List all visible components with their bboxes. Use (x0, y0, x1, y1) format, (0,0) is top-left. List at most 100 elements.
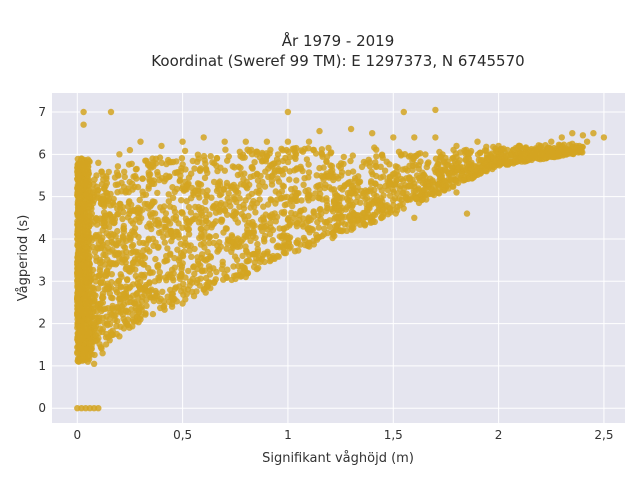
scatter-point (545, 145, 553, 152)
scatter-point (305, 145, 312, 152)
scatter-point (210, 178, 218, 186)
scatter-point (306, 192, 313, 199)
scatter-point (268, 177, 276, 185)
scatter-point (235, 189, 242, 196)
scatter-point (179, 300, 186, 307)
scatter-point (148, 180, 156, 187)
scatter-point (78, 206, 85, 213)
scatter-point (325, 144, 332, 152)
scatter-point (145, 264, 152, 272)
scatter-point (126, 324, 133, 331)
scatter-point (152, 255, 159, 263)
scatter-point (119, 215, 126, 223)
scatter-point (75, 267, 83, 274)
scatter-point (281, 233, 288, 240)
scatter-point (185, 174, 193, 181)
scatter-point (80, 121, 87, 128)
scatter-point (590, 130, 597, 137)
scatter-point (284, 108, 292, 116)
scatter-point (164, 245, 171, 252)
scatter-point (93, 183, 101, 190)
scatter-point (253, 188, 260, 195)
scatter-point (386, 161, 393, 168)
scatter-point (477, 156, 485, 164)
scatter-point (202, 257, 210, 264)
scatter-point (269, 237, 276, 244)
scatter-point (185, 203, 193, 211)
scatter-point (121, 244, 129, 251)
scatter-point (133, 165, 140, 173)
scatter-point (160, 302, 168, 310)
scatter-point (345, 169, 352, 176)
scatter-point (145, 185, 152, 192)
scatter-point (199, 219, 206, 227)
scatter-point (206, 234, 213, 241)
scatter-point (214, 248, 221, 255)
scatter-point (253, 265, 261, 273)
scatter-point (396, 195, 403, 202)
scatter-point (126, 146, 134, 154)
scatter-point (476, 164, 484, 171)
scatter-point (96, 267, 104, 274)
scatter-point (321, 225, 328, 232)
scatter-point (492, 157, 499, 164)
scatter-point (174, 246, 181, 253)
scatter-point (321, 219, 329, 226)
scatter-point (474, 138, 481, 145)
scatter-point (422, 151, 429, 158)
scatter-point (228, 232, 235, 239)
scatter-point (334, 205, 341, 212)
scatter-point (131, 298, 138, 306)
scatter-point (436, 148, 443, 156)
scatter-point (84, 172, 92, 179)
scatter-point (278, 243, 285, 250)
scatter-point (98, 168, 105, 175)
scatter-point (179, 224, 186, 231)
scatter-point (549, 152, 557, 160)
scatter-point (170, 158, 177, 166)
scatter-point (237, 164, 244, 172)
y-tick-label: 3 (38, 274, 46, 288)
scatter-point (286, 153, 293, 161)
scatter-point (154, 264, 162, 271)
scatter-point (390, 197, 397, 204)
scatter-point (297, 207, 304, 215)
scatter-point (136, 196, 143, 204)
scatter-point (103, 230, 110, 237)
scatter-point (487, 151, 494, 159)
scatter-point (79, 201, 87, 208)
scatter-point (214, 182, 222, 190)
scatter-point (82, 284, 90, 291)
scatter-point (164, 293, 171, 300)
scatter-point (169, 295, 177, 302)
scatter-point (240, 176, 247, 183)
scatter-point (510, 146, 517, 154)
scatter-point (119, 256, 126, 263)
scatter-point (378, 187, 385, 194)
scatter-point (449, 155, 456, 162)
scatter-point (222, 225, 230, 232)
scatter-point (143, 240, 150, 247)
scatter-point (78, 155, 85, 162)
scatter-point (249, 233, 257, 240)
scatter-point (99, 350, 106, 357)
scatter-point (454, 164, 462, 172)
scatter-point (316, 195, 323, 202)
y-tick-label: 5 (38, 190, 46, 204)
scatter-point (299, 221, 306, 228)
scatter-point (92, 231, 100, 239)
scatter-point (261, 258, 268, 266)
scatter-point (313, 234, 321, 241)
scatter-point (143, 281, 150, 289)
scatter-point (442, 167, 449, 174)
scatter-point (168, 237, 175, 245)
scatter-point (225, 190, 232, 197)
scatter-point (104, 239, 111, 247)
scatter-point (189, 275, 196, 283)
scatter-point (138, 298, 146, 305)
scatter-point (521, 151, 528, 159)
scatter-point (313, 172, 320, 179)
scatter-point (82, 325, 89, 332)
scatter-point (242, 243, 249, 250)
